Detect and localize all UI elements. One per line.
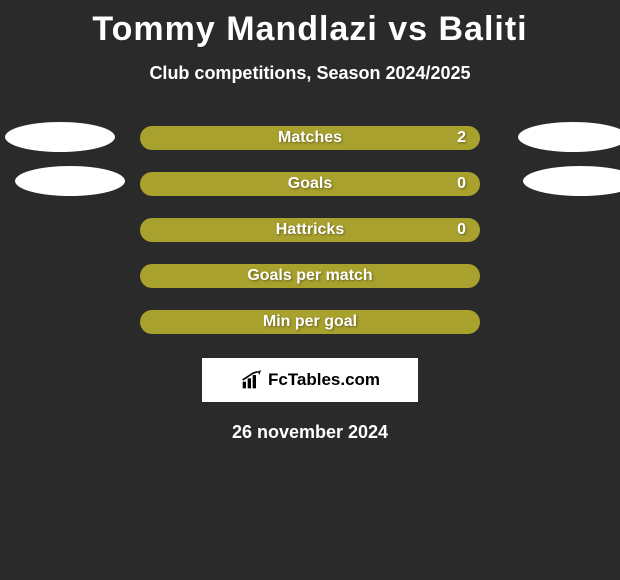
logo-box[interactable]: FcTables.com bbox=[202, 358, 418, 402]
stat-row: Hattricks 0 bbox=[140, 218, 480, 242]
stat-label: Goals per match bbox=[247, 267, 372, 285]
date-text: 26 november 2024 bbox=[232, 422, 388, 443]
stat-value: 0 bbox=[457, 175, 466, 193]
stats-rows: Matches 2 Goals 0 Hattricks 0 Goals per … bbox=[0, 126, 620, 334]
comparison-widget: Tommy Mandlazi vs Baliti Club competitio… bbox=[0, 0, 620, 443]
logo-text: FcTables.com bbox=[268, 370, 380, 390]
subtitle: Club competitions, Season 2024/2025 bbox=[149, 63, 470, 84]
stat-label: Hattricks bbox=[276, 221, 344, 239]
stat-row: Goals 0 bbox=[140, 172, 480, 196]
decoration-ellipse bbox=[5, 122, 115, 152]
page-title: Tommy Mandlazi vs Baliti bbox=[92, 10, 527, 49]
stat-label: Goals bbox=[288, 175, 332, 193]
stat-row: Min per goal bbox=[140, 310, 480, 334]
decoration-ellipse bbox=[523, 166, 620, 196]
stat-row: Matches 2 bbox=[140, 126, 480, 150]
decoration-ellipse bbox=[518, 122, 620, 152]
stat-label: Matches bbox=[278, 129, 342, 147]
stat-value: 0 bbox=[457, 221, 466, 239]
chart-icon bbox=[240, 370, 262, 390]
stat-row: Goals per match bbox=[140, 264, 480, 288]
stat-label: Min per goal bbox=[263, 313, 357, 331]
stat-value: 2 bbox=[457, 129, 466, 147]
decoration-ellipse bbox=[15, 166, 125, 196]
